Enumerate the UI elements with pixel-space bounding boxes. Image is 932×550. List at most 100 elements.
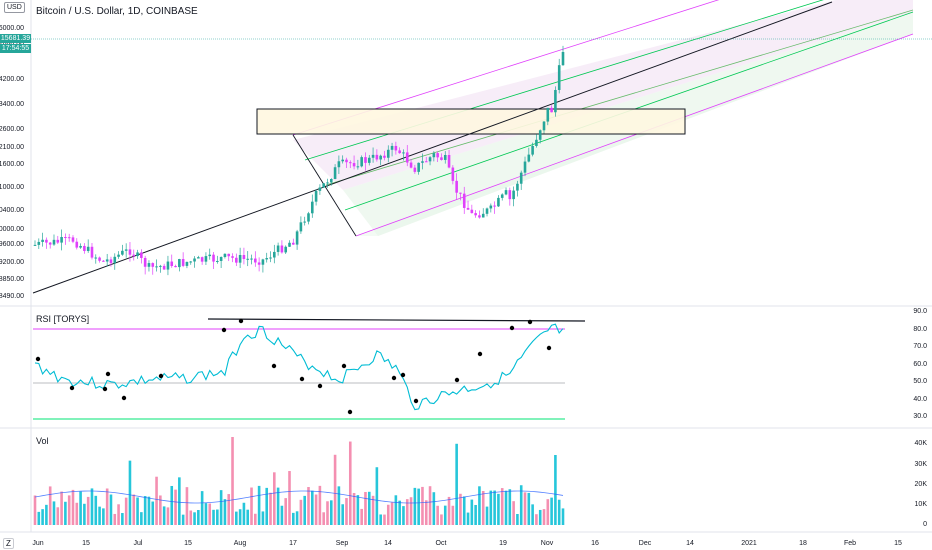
- volume-bar: [542, 509, 546, 525]
- volume-bar: [413, 487, 417, 525]
- rsi-label[interactable]: RSI [TORYS]: [36, 314, 90, 324]
- volume-bar: [303, 495, 306, 525]
- volume-bar: [250, 487, 253, 525]
- pitchfork-upper-line[interactable]: [292, 0, 913, 136]
- volume-bar: [113, 513, 117, 525]
- volume-tick-label: 0: [923, 521, 927, 528]
- rsi-pivot-marker: [347, 409, 353, 415]
- rsi-pivot-marker: [158, 373, 164, 379]
- volume-bar: [33, 495, 37, 525]
- volume-bar: [447, 496, 451, 525]
- volume-bar: [140, 512, 143, 525]
- candle-body: [550, 107, 553, 113]
- volume-bar: [318, 485, 322, 525]
- price-tick-label: 10000.00: [0, 226, 24, 233]
- volume-bar: [561, 508, 565, 525]
- candle-body: [561, 52, 565, 66]
- candle-body: [219, 256, 223, 261]
- volume-bar: [132, 494, 136, 525]
- volume-bar: [337, 486, 341, 525]
- volume-bar: [124, 497, 128, 525]
- volume-bar: [421, 486, 424, 525]
- long-trendline[interactable]: [32, 1, 833, 294]
- currency-label[interactable]: USD: [4, 2, 25, 13]
- volume-bar: [60, 491, 63, 525]
- volume-bar: [356, 495, 360, 525]
- candle-body: [257, 262, 261, 265]
- volume-series[interactable]: [33, 437, 565, 525]
- candle-body: [273, 251, 276, 258]
- pitchfork-lower-line[interactable]: [355, 33, 914, 237]
- candle-body: [178, 259, 181, 268]
- volume-bar: [500, 488, 504, 525]
- candle-body: [292, 242, 295, 245]
- rsi-trendline[interactable]: [207, 318, 586, 322]
- time-tick-label: Dec: [639, 540, 652, 547]
- candle-body: [546, 107, 550, 122]
- volume-bar: [223, 499, 227, 525]
- rsi-tick-label: 30.0: [913, 413, 927, 420]
- volume-bar: [512, 501, 515, 525]
- time-tick-label: Aug: [234, 540, 247, 547]
- candle-body: [250, 258, 253, 260]
- rsi-pivot-marker: [454, 377, 460, 383]
- rsi-pivot-marker: [477, 351, 483, 357]
- volume-bar: [41, 509, 44, 525]
- volume-bar: [227, 494, 231, 525]
- volume-bar: [322, 512, 325, 525]
- pitchfork-median[interactable]: [325, 9, 914, 186]
- volume-bar: [231, 437, 234, 525]
- rsi-line[interactable]: [34, 323, 564, 411]
- candle-body: [402, 152, 405, 154]
- volume-bar: [497, 493, 500, 525]
- resistance-rectangle[interactable]: [256, 108, 686, 135]
- candle-body: [554, 89, 557, 113]
- candle-body: [443, 155, 447, 160]
- candle-body: [242, 255, 246, 259]
- volume-bar: [478, 486, 481, 525]
- volume-bar: [200, 491, 204, 525]
- candle-body: [48, 242, 52, 245]
- candle-body: [557, 65, 561, 90]
- volume-bar: [371, 495, 375, 525]
- time-tick-label: Oct: [436, 540, 447, 547]
- volume-bar: [117, 504, 120, 525]
- candle-body: [79, 245, 82, 248]
- candle-body: [318, 187, 322, 191]
- rsi-pivot-marker: [105, 371, 111, 377]
- candle-body: [60, 237, 63, 243]
- candle-body: [212, 254, 215, 262]
- volume-bar: [326, 501, 329, 525]
- rsi-pivot-marker: [317, 383, 323, 389]
- candle-body: [379, 155, 382, 160]
- volume-bar: [90, 488, 94, 525]
- candlestick-series[interactable]: [33, 45, 565, 276]
- rsi-pivot-marker: [400, 372, 406, 378]
- candle-body: [295, 231, 299, 245]
- candle-body: [185, 261, 189, 266]
- candle-body: [216, 260, 219, 262]
- volume-label[interactable]: Vol: [36, 436, 49, 446]
- volume-bar: [364, 491, 367, 525]
- candle-body: [204, 256, 208, 262]
- candle-body: [326, 182, 329, 184]
- timezone-icon[interactable]: Z: [3, 538, 14, 549]
- rsi-series[interactable]: [33, 318, 586, 420]
- volume-bar: [48, 486, 52, 525]
- volume-bar: [67, 495, 71, 525]
- candle-body: [162, 265, 166, 270]
- volume-bar: [265, 487, 269, 525]
- candle-body: [500, 194, 504, 198]
- volume-bar: [436, 505, 439, 525]
- volume-bar: [531, 504, 534, 525]
- volume-bar: [159, 495, 162, 525]
- volume-bar: [417, 488, 420, 525]
- candle-body: [303, 221, 306, 223]
- volume-bar: [280, 505, 284, 525]
- candle-body: [421, 161, 424, 163]
- volume-tick-label: 20K: [915, 481, 928, 488]
- rsi-pivot-marker: [69, 385, 75, 391]
- candle-body: [535, 139, 538, 146]
- volume-bar: [254, 513, 257, 525]
